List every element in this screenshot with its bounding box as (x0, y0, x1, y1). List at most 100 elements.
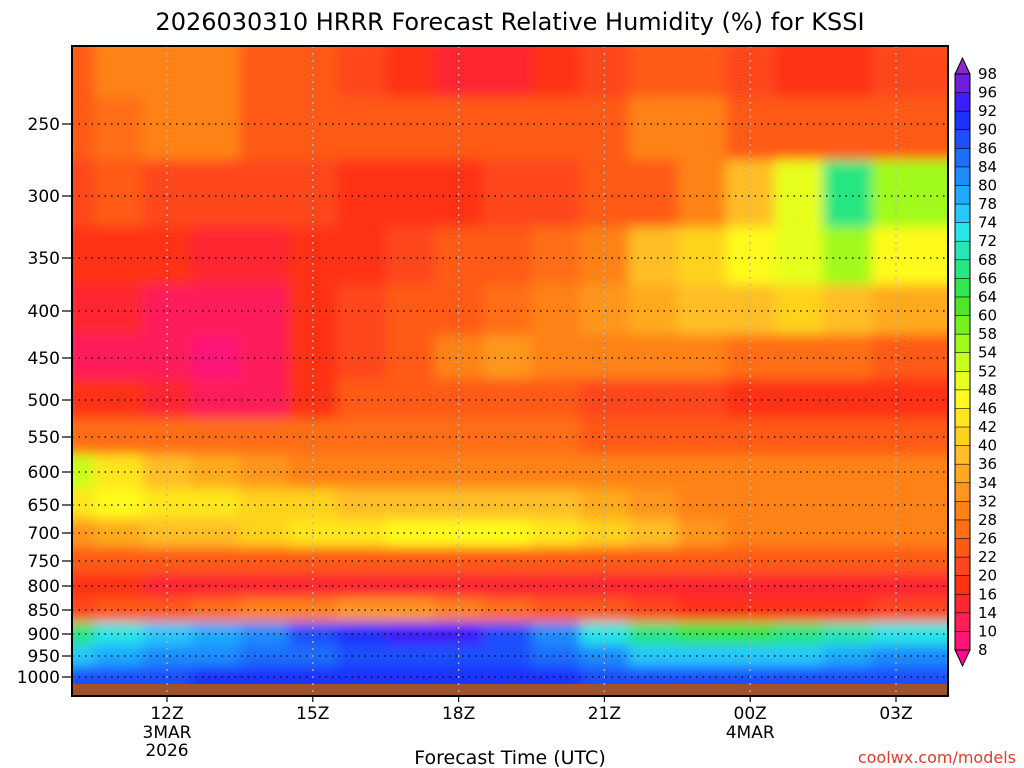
rh-cell (774, 227, 825, 286)
colorbar-label: 8 (978, 641, 988, 659)
rh-cell (191, 284, 241, 336)
rh-cell (337, 454, 387, 490)
rh-cell (337, 519, 387, 548)
colorbar-label: 32 (978, 492, 997, 510)
y-tick-label: 350 (28, 249, 60, 269)
colorbar-swatch (955, 464, 970, 484)
rh-cell (823, 573, 873, 599)
rh-cell (823, 547, 873, 575)
rh-cell (774, 97, 825, 161)
y-tick-label: 900 (28, 625, 60, 645)
rh-cell (677, 334, 727, 380)
colorbar-label: 80 (978, 176, 997, 194)
rh-cell (823, 488, 873, 520)
colorbar-swatch (955, 557, 970, 577)
colorbar-label: 26 (978, 530, 997, 548)
colorbar-swatch (955, 445, 970, 465)
colorbar-label: 66 (978, 269, 997, 287)
rh-cell (337, 547, 387, 575)
rh-cell (337, 488, 387, 520)
rh-cell (628, 284, 679, 336)
credit-text: coolwx.com/models (858, 748, 1016, 767)
rh-cell (871, 418, 948, 456)
colorbar-label: 86 (978, 139, 997, 157)
rh-cell (191, 334, 241, 380)
colorbar-label: 78 (978, 195, 997, 213)
rh-cell (531, 379, 582, 420)
colorbar-label: 46 (978, 399, 997, 417)
rh-cell (191, 97, 241, 161)
rh-cell (239, 160, 290, 228)
colorbar-swatch (955, 612, 970, 632)
rh-cell (871, 379, 948, 420)
rh-cell (482, 160, 533, 228)
x-date-label: 4MAR (726, 723, 775, 743)
rh-cell (94, 46, 144, 98)
rh-cell (774, 488, 825, 520)
rh-cell (385, 97, 436, 161)
colorbar-swatch (955, 241, 970, 261)
rh-cell (337, 160, 387, 228)
rh-cell (871, 519, 948, 548)
rh-cell (823, 379, 873, 420)
rh-cell (72, 547, 96, 575)
rh-cell (94, 227, 144, 286)
colorbar-max-arrow (954, 56, 971, 75)
rh-cell (628, 227, 679, 286)
rh-cell (871, 97, 948, 161)
rh-cell (142, 488, 193, 520)
rh-cell (94, 488, 144, 520)
rh-cell (94, 334, 144, 380)
rh-cell (385, 46, 436, 98)
colorbar-swatch (955, 575, 970, 595)
rh-cell (72, 573, 96, 599)
rh-cell (531, 227, 582, 286)
y-tick-label: 800 (28, 577, 60, 597)
colorbar-label: 90 (978, 121, 997, 139)
rh-cell (239, 284, 290, 336)
rh-cell (72, 418, 96, 456)
colorbar-min-arrow (954, 649, 971, 668)
y-tick-label: 650 (28, 496, 60, 516)
rh-cell (871, 573, 948, 599)
rh-cell (823, 97, 873, 161)
rh-cell (677, 46, 727, 98)
rh-cell (580, 97, 630, 161)
rh-cell (72, 645, 96, 668)
rh-cell (823, 598, 873, 623)
colorbar-label: 52 (978, 362, 997, 380)
colorbar-swatch (955, 185, 970, 205)
rh-cell (725, 379, 776, 420)
rh-cell (72, 227, 96, 286)
rh-cell (482, 488, 533, 520)
rh-cell (725, 334, 776, 380)
rh-cell (628, 46, 679, 98)
rh-cell (774, 622, 825, 646)
rh-cell (72, 160, 96, 228)
y-tick-label: 600 (28, 463, 60, 483)
rh-cell (385, 379, 436, 420)
rh-cell (823, 46, 873, 98)
rh-cell (72, 622, 96, 646)
rh-cell (239, 573, 290, 599)
rh-cell (239, 547, 290, 575)
rh-cell (871, 547, 948, 575)
colorbar-swatch (955, 389, 970, 409)
y-tick-label: 550 (28, 428, 60, 448)
colorbar-label: 68 (978, 251, 997, 269)
colorbar-swatch (955, 296, 970, 317)
rh-cell (580, 488, 630, 520)
colorbar: 9896929086848078747268666460585452484642… (954, 56, 997, 668)
colorbar-label: 34 (978, 474, 997, 492)
rh-cell (239, 227, 290, 286)
y-tick-label: 300 (28, 187, 60, 207)
rh-cell (337, 418, 387, 456)
rh-cell (871, 598, 948, 623)
rh-cell (823, 284, 873, 336)
colorbar-swatch (955, 222, 970, 242)
rh-cell (434, 379, 484, 420)
rh-cell (482, 97, 533, 161)
colorbar-swatch (955, 259, 970, 279)
rh-cell (774, 573, 825, 599)
rh-cell (774, 379, 825, 420)
